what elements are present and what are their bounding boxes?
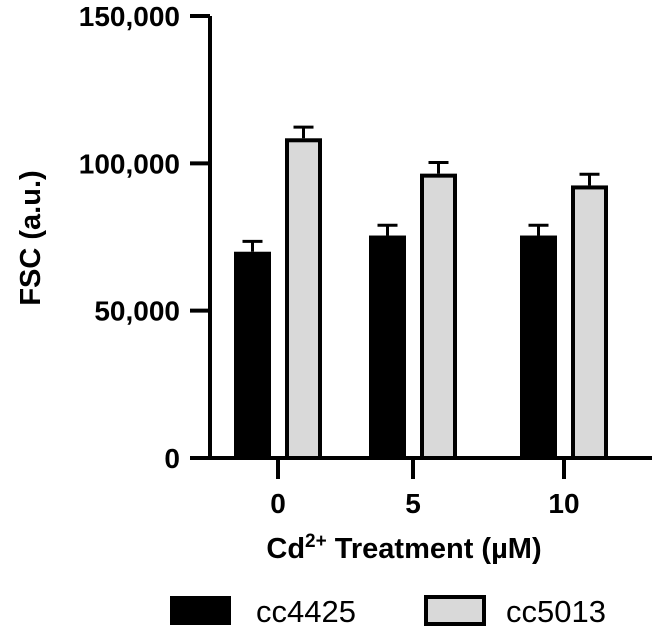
y-axis-title: FSC (a.u.): [15, 170, 47, 305]
x-axis-title: Cd2+ Treatment (µM): [266, 531, 541, 565]
y-tick-label-2: 100,000: [79, 148, 180, 179]
bar-cc5013-0: [285, 138, 322, 461]
x-axis-title-superscript: 2+: [305, 531, 327, 552]
y-tick-label-0: 0: [164, 443, 180, 474]
y-tick-label-1: 50,000: [94, 296, 180, 327]
legend-label-cc5013: cc5013: [506, 594, 606, 629]
x-tick-label-0: 0: [270, 488, 286, 519]
bar-cc4425-5: [369, 235, 406, 458]
x-tick-label-2: 10: [548, 488, 579, 519]
x-axis: 0 5 10: [208, 456, 652, 519]
bar-cc5013-5: [420, 173, 457, 460]
x-axis-title-prefix: Cd: [266, 533, 305, 565]
y-axis: 0 50,000 100,000 150,000: [79, 1, 212, 474]
x-axis-title-suffix: Treatment (µM): [327, 533, 542, 565]
legend-swatch-cc4425: [170, 596, 231, 625]
bar-cc5013-10: [571, 185, 608, 461]
legend-swatch-cc5013: [424, 595, 486, 626]
bar-cc4425-10: [520, 235, 557, 458]
bars-layer: [234, 125, 608, 461]
legend-label-cc4425: cc4425: [256, 594, 356, 629]
y-tick-label-3: 150,000: [79, 1, 180, 32]
x-tick-label-1: 5: [405, 488, 421, 519]
legend: cc4425 cc5013: [170, 594, 606, 629]
bar-cc4425-0: [234, 251, 271, 458]
